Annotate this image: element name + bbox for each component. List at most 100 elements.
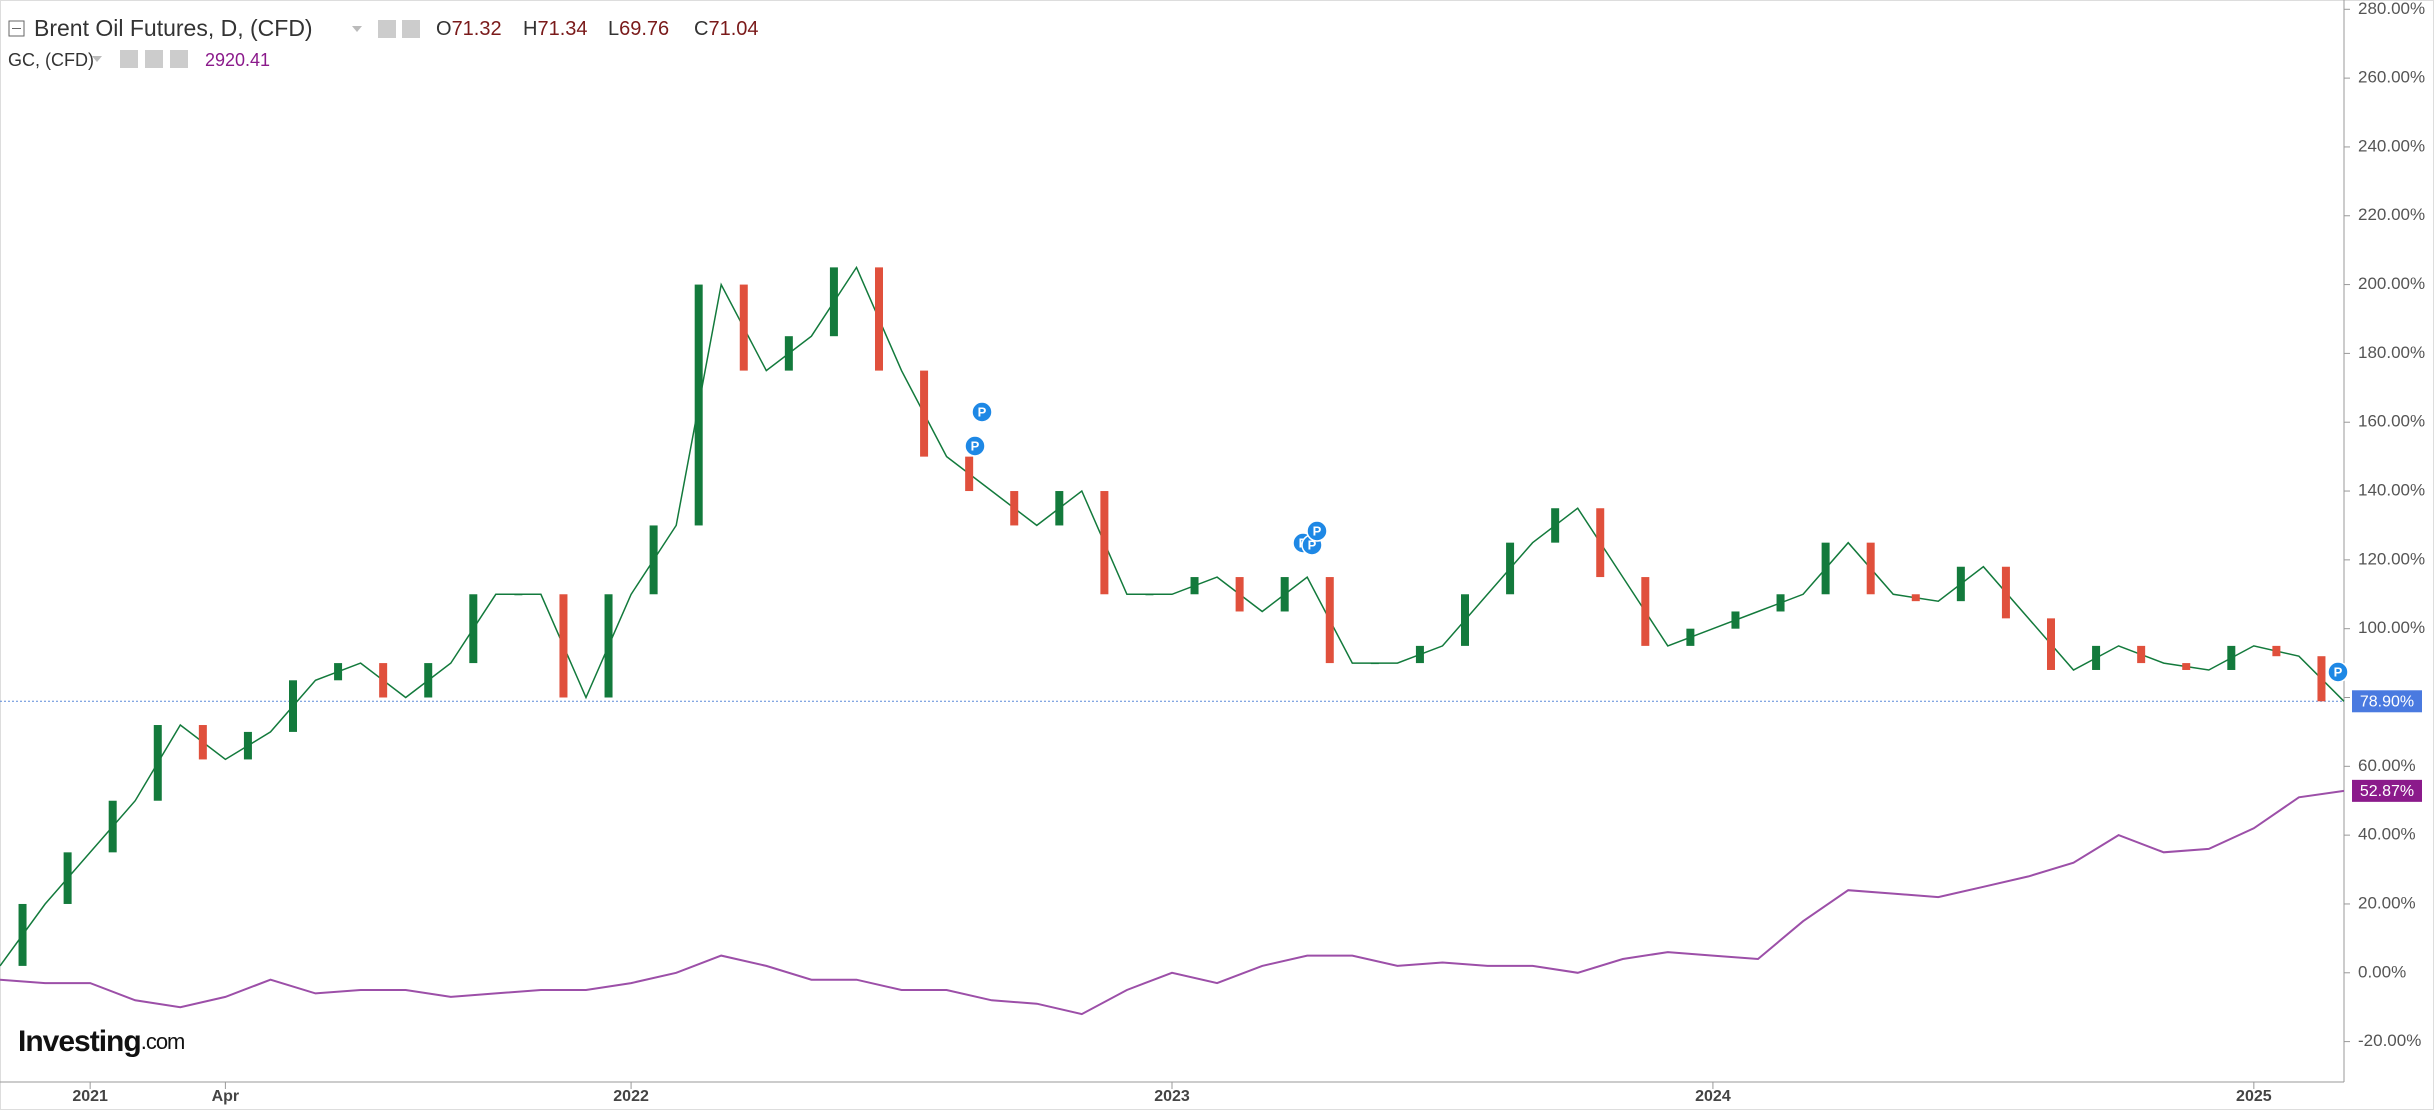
candle bbox=[739, 284, 748, 371]
candle bbox=[379, 663, 388, 698]
candle bbox=[424, 663, 433, 698]
y-tick-label: 200.00% bbox=[2358, 274, 2425, 293]
header: Brent Oil Futures, D, (CFD) GC, (CFD) 29… bbox=[8, 15, 759, 70]
y-tick-label: 260.00% bbox=[2358, 68, 2425, 87]
candle bbox=[1776, 594, 1785, 612]
candle bbox=[920, 370, 929, 457]
dropdown-icon[interactable] bbox=[352, 26, 362, 32]
candle bbox=[1100, 491, 1109, 595]
last-value-label: 78.90% bbox=[2360, 694, 2414, 711]
ohlc-key: L bbox=[608, 18, 619, 40]
candle bbox=[649, 525, 658, 595]
candle bbox=[1415, 645, 1424, 664]
watermark-suffix: .com bbox=[141, 1029, 185, 1054]
event-marker-label: P bbox=[2334, 664, 2343, 679]
candle bbox=[514, 594, 523, 596]
candle bbox=[1551, 508, 1560, 543]
series-line bbox=[0, 789, 2345, 1016]
candle bbox=[2227, 645, 2236, 670]
chart-title: Brent Oil Futures, D, (CFD) bbox=[34, 15, 313, 41]
close-icon[interactable] bbox=[170, 50, 188, 68]
ohlc-key: H bbox=[523, 18, 537, 40]
candle bbox=[2182, 663, 2191, 670]
settings-icon[interactable] bbox=[402, 20, 420, 38]
ohlc-value: 71.04 bbox=[708, 18, 758, 40]
candle bbox=[1461, 594, 1469, 646]
event-marker-label: P bbox=[971, 438, 980, 453]
settings-icon[interactable] bbox=[378, 20, 396, 38]
candle bbox=[604, 594, 613, 698]
x-tick-label: 2023 bbox=[1154, 1088, 1190, 1105]
candle bbox=[243, 731, 252, 760]
ohlc-value: 69.76 bbox=[619, 18, 669, 40]
event-marker bbox=[2327, 661, 2349, 683]
last-value-box bbox=[2352, 779, 2422, 802]
last-value-box bbox=[2352, 690, 2422, 713]
watermark-main: Investing bbox=[18, 1025, 141, 1058]
dropdown-icon[interactable] bbox=[92, 56, 102, 62]
candle bbox=[289, 680, 297, 732]
event-marker-label: P bbox=[1308, 537, 1317, 552]
candle bbox=[2092, 645, 2101, 670]
candle bbox=[1055, 491, 1064, 526]
ohlc-key: C bbox=[694, 18, 708, 40]
y-tick-label: 280.00% bbox=[2358, 0, 2425, 18]
x-tick-label: 2022 bbox=[613, 1088, 649, 1105]
ohlc-item: O71.32 bbox=[436, 18, 502, 40]
candle bbox=[1686, 628, 1695, 646]
settings-icon[interactable] bbox=[145, 50, 163, 68]
settings-icon[interactable] bbox=[120, 50, 138, 68]
y-tick-label: 120.00% bbox=[2358, 549, 2425, 568]
event-marker bbox=[964, 435, 986, 457]
y-tick-label: 40.00% bbox=[2358, 825, 2416, 844]
last-value-label: 52.87% bbox=[2360, 783, 2414, 800]
y-tick-label: 140.00% bbox=[2358, 481, 2425, 500]
candle bbox=[2001, 566, 2010, 619]
ohlc-value: 71.34 bbox=[537, 18, 587, 40]
candle bbox=[1956, 566, 1965, 602]
candle bbox=[1641, 577, 1650, 646]
ohlc-value: 71.32 bbox=[452, 18, 502, 40]
candle bbox=[1866, 542, 1875, 595]
candle bbox=[1731, 611, 1740, 629]
candle bbox=[1596, 508, 1605, 578]
candle bbox=[2272, 645, 2281, 657]
candle bbox=[2047, 618, 2055, 670]
candle bbox=[1325, 577, 1334, 664]
ohlc-item: H71.34 bbox=[523, 18, 588, 40]
candle bbox=[784, 336, 793, 371]
watermark: Investing.com bbox=[18, 1025, 184, 1058]
event-marker bbox=[971, 401, 993, 423]
candle bbox=[334, 663, 343, 681]
candle bbox=[965, 456, 974, 492]
x-tick-label: 2024 bbox=[1695, 1088, 1731, 1105]
candle bbox=[1911, 594, 1920, 602]
candle bbox=[1010, 491, 1019, 526]
candle bbox=[1370, 663, 1379, 665]
candle bbox=[108, 800, 117, 853]
candle bbox=[2317, 656, 2326, 702]
y-tick-label: 220.00% bbox=[2358, 205, 2425, 224]
event-marker bbox=[1306, 520, 1328, 542]
candle bbox=[63, 852, 72, 904]
candle bbox=[18, 903, 27, 966]
candle bbox=[694, 284, 703, 526]
event-marker-label: P bbox=[978, 404, 987, 419]
y-tick-label: 160.00% bbox=[2358, 412, 2425, 431]
y-tick-label: 240.00% bbox=[2358, 136, 2425, 155]
y-tick-label: 20.00% bbox=[2358, 893, 2416, 912]
y-tick-label: 100.00% bbox=[2358, 618, 2425, 637]
candle bbox=[875, 267, 883, 371]
collapse-icon[interactable] bbox=[8, 20, 25, 37]
candle bbox=[153, 725, 162, 801]
candle bbox=[1280, 577, 1289, 612]
x-tick-label: 2025 bbox=[2236, 1088, 2272, 1105]
ohlc-key: O bbox=[436, 18, 452, 40]
candle bbox=[469, 594, 478, 664]
candle bbox=[1506, 542, 1515, 595]
event-marker-label: P bbox=[1313, 523, 1322, 538]
y-tick-label: 180.00% bbox=[2358, 343, 2425, 362]
candle bbox=[1235, 577, 1244, 612]
